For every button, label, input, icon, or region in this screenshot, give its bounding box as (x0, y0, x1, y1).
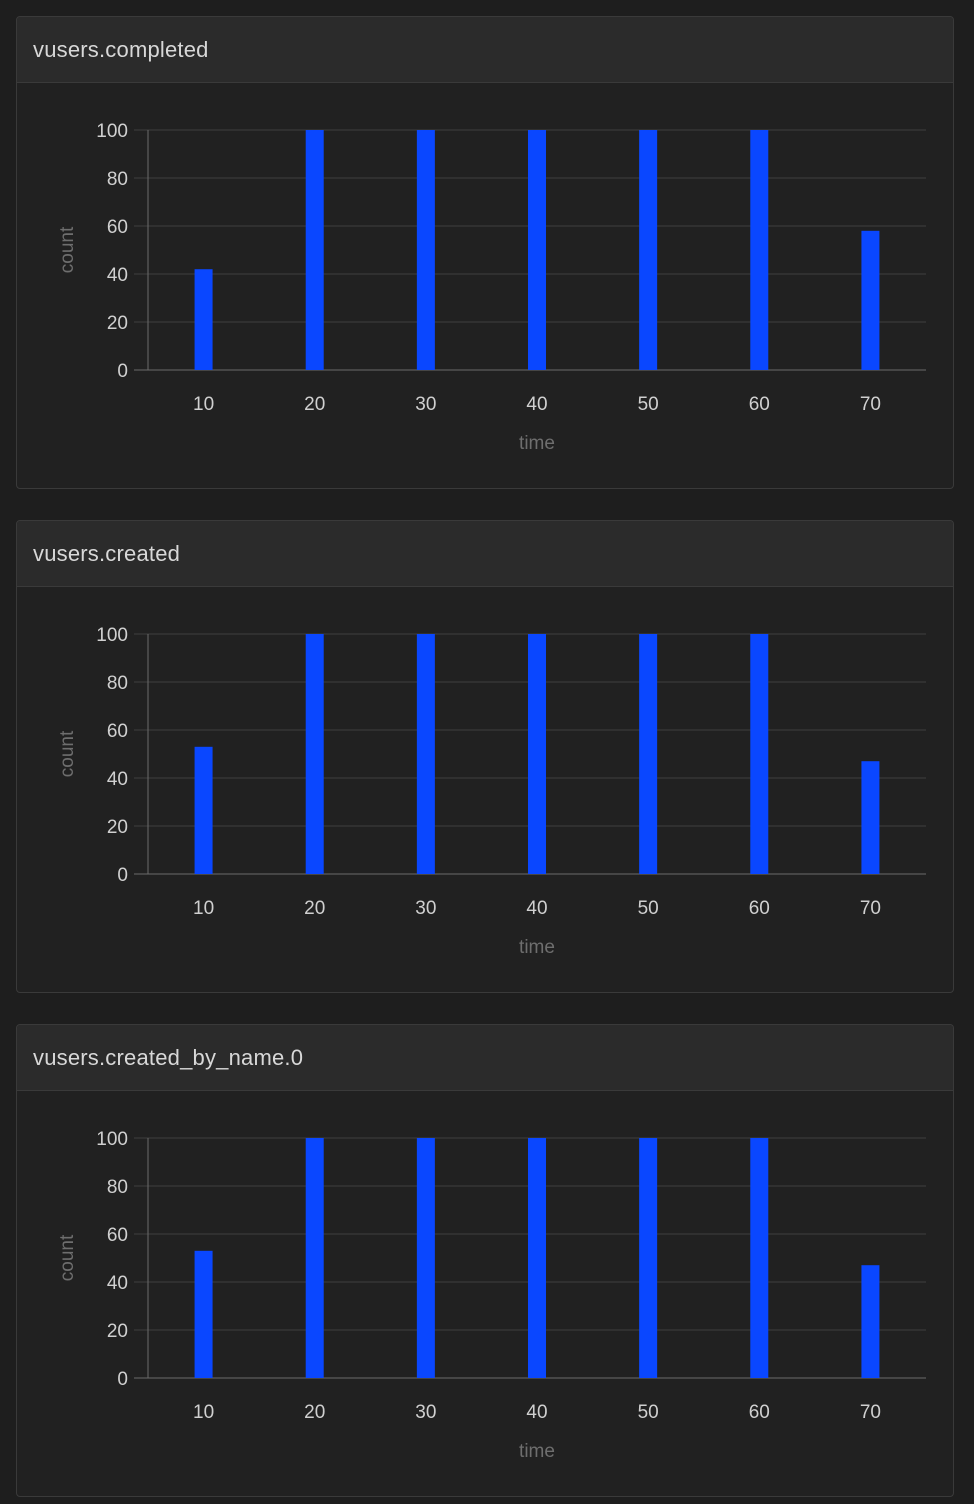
y-tick-label: 100 (96, 1129, 128, 1150)
y-tick-label: 40 (107, 1273, 128, 1294)
bar-60 (750, 634, 769, 874)
x-axis-title: time (519, 1441, 555, 1462)
bar-50 (639, 634, 658, 874)
x-tick-label: 60 (749, 1402, 770, 1423)
x-tick-label: 20 (304, 898, 325, 919)
bar-70 (861, 230, 880, 370)
bar-20 (305, 1138, 324, 1378)
x-tick-label: 30 (415, 1402, 436, 1423)
y-tick-label: 80 (107, 1177, 128, 1198)
x-tick-label: 20 (304, 1402, 325, 1423)
x-tick-label: 40 (526, 394, 547, 415)
x-tick-label: 10 (193, 394, 214, 415)
x-tick-label: 60 (749, 394, 770, 415)
y-tick-label: 0 (117, 865, 128, 886)
bar-chart: 0 20 40 60 80 100 10 20 30 40 50 60 70 time count (57, 1129, 926, 1462)
panel-title: vusers.created (17, 521, 953, 587)
x-tick-label: 40 (526, 898, 547, 919)
bar-50 (639, 130, 658, 370)
x-tick-label: 10 (193, 1402, 214, 1423)
y-tick-label: 80 (107, 169, 128, 190)
bar-70 (861, 1265, 880, 1378)
y-tick-label: 20 (107, 313, 128, 334)
x-tick-label: 70 (860, 898, 881, 919)
bar-20 (305, 130, 324, 370)
chart-panel-vusers-completed: vusers.completed 0 20 40 60 80 100 10 20 30 40 50 6… (16, 16, 954, 489)
y-tick-label: 0 (117, 1369, 128, 1390)
x-tick-label: 30 (415, 898, 436, 919)
y-axis-title: count (57, 1234, 78, 1281)
bar-10 (194, 1250, 213, 1378)
y-tick-label: 60 (107, 217, 128, 238)
bar-chart: 0 20 40 60 80 100 10 20 30 40 50 60 70 time count (57, 625, 926, 958)
y-tick-label: 100 (96, 625, 128, 646)
y-tick-label: 60 (107, 721, 128, 742)
y-tick-label: 20 (107, 1321, 128, 1342)
y-tick-label: 100 (96, 121, 128, 142)
bar-20 (305, 634, 324, 874)
bar-40 (528, 130, 546, 370)
x-tick-label: 40 (526, 1402, 547, 1423)
bar-10 (194, 269, 213, 370)
x-axis-title: time (519, 433, 555, 454)
x-tick-label: 60 (749, 898, 770, 919)
y-tick-label: 40 (107, 265, 128, 286)
x-tick-label: 50 (638, 1402, 659, 1423)
y-axis-title: count (57, 226, 78, 273)
x-tick-label: 10 (193, 898, 214, 919)
y-tick-label: 80 (107, 673, 128, 694)
panel-title: vusers.completed (17, 17, 953, 83)
x-tick-label: 70 (860, 1402, 881, 1423)
bar-40 (528, 634, 546, 874)
x-axis-title: time (519, 937, 555, 958)
bar-chart: 0 20 40 60 80 100 10 20 30 40 50 60 70 time count (57, 121, 926, 454)
y-tick-label: 60 (107, 1225, 128, 1246)
x-tick-label: 50 (638, 898, 659, 919)
bar-30 (416, 634, 435, 874)
chart-panel-vusers-created-by-name: vusers.created_by_name.0 0 20 40 60 80 100 10 2… (16, 1024, 954, 1497)
bar-30 (416, 130, 435, 370)
y-tick-label: 0 (117, 361, 128, 382)
bar-50 (639, 1138, 658, 1378)
y-axis-title: count (57, 730, 78, 777)
bar-30 (416, 1138, 435, 1378)
panel-title: vusers.created_by_name.0 (17, 1025, 953, 1091)
chart-panel-vusers-created: vusers.created 0 20 40 60 80 100 10 20 30 40 50 60 7… (16, 520, 954, 993)
y-tick-label: 20 (107, 817, 128, 838)
bar-60 (750, 1138, 769, 1378)
x-tick-label: 50 (638, 394, 659, 415)
x-tick-label: 70 (860, 394, 881, 415)
bar-40 (528, 1138, 546, 1378)
bar-70 (861, 761, 880, 874)
bar-60 (750, 130, 769, 370)
x-tick-label: 30 (415, 394, 436, 415)
y-tick-label: 40 (107, 769, 128, 790)
bar-10 (194, 746, 213, 874)
x-tick-label: 20 (304, 394, 325, 415)
